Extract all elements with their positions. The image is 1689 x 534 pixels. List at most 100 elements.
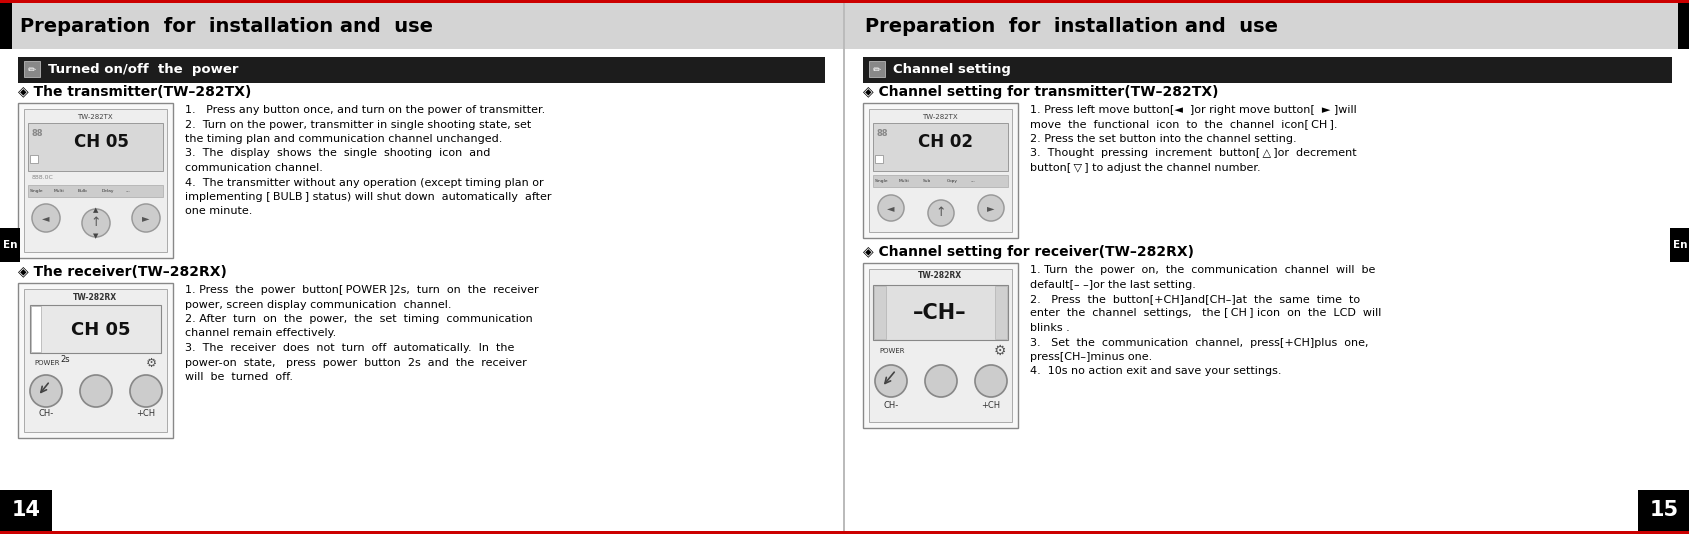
- Text: ►: ►: [986, 203, 995, 213]
- Circle shape: [927, 200, 953, 226]
- Text: ◈ Channel setting for transmitter(TW–282TX): ◈ Channel setting for transmitter(TW–282…: [863, 85, 1218, 99]
- Text: 4.  The transmitter without any operation (except timing plan or: 4. The transmitter without any operation…: [184, 177, 544, 187]
- Bar: [844, 3, 1689, 49]
- Text: CH 05: CH 05: [74, 133, 128, 151]
- Text: press[CH–]minus one.: press[CH–]minus one.: [1029, 352, 1152, 362]
- Bar: [868, 109, 1012, 232]
- Text: TW-282TX: TW-282TX: [78, 114, 113, 120]
- Bar: [30, 305, 160, 353]
- Bar: [19, 57, 824, 83]
- Text: +CH: +CH: [981, 402, 1000, 411]
- Bar: [1677, 3, 1689, 49]
- Text: TW-282RX: TW-282RX: [917, 271, 961, 280]
- Text: 3.  Thought  pressing  increment  button[ △ ]or  decrement: 3. Thought pressing increment button[ △ …: [1029, 148, 1356, 159]
- Bar: [1669, 228, 1689, 262]
- Text: 1. Press left move button[◄  ]or right move button[  ► ]will: 1. Press left move button[◄ ]or right mo…: [1029, 105, 1356, 115]
- Text: Multi: Multi: [54, 189, 64, 193]
- Text: ◈ Channel setting for receiver(TW–282RX): ◈ Channel setting for receiver(TW–282RX): [863, 245, 1194, 259]
- Circle shape: [875, 365, 907, 397]
- Text: POWER: POWER: [34, 360, 59, 366]
- Text: En: En: [3, 240, 17, 250]
- Text: channel remain effectively.: channel remain effectively.: [184, 328, 336, 339]
- Text: ◈ The receiver(TW–282RX): ◈ The receiver(TW–282RX): [19, 265, 226, 279]
- Bar: [863, 103, 1017, 238]
- Text: will  be  turned  off.: will be turned off.: [184, 372, 292, 382]
- Text: button[ ▽ ] to adjust the channel number.: button[ ▽ ] to adjust the channel number…: [1029, 163, 1260, 173]
- Text: Copy: Copy: [946, 179, 958, 183]
- Bar: [19, 283, 172, 438]
- Text: CH 05: CH 05: [71, 321, 130, 339]
- Bar: [19, 103, 172, 258]
- Text: ►: ►: [142, 213, 150, 223]
- Text: 4.  10s no action exit and save your settings.: 4. 10s no action exit and save your sett…: [1029, 366, 1280, 376]
- Text: 2. After  turn  on  the  power,  the  set  timing  communication: 2. After turn on the power, the set timi…: [184, 314, 532, 324]
- Bar: [868, 269, 1012, 422]
- Text: 3.  The  display  shows  the  single  shooting  icon  and: 3. The display shows the single shooting…: [184, 148, 490, 159]
- Text: 2s: 2s: [61, 355, 69, 364]
- Text: 2.   Press  the  button[+CH]and[CH–]at  the  same  time  to: 2. Press the button[+CH]and[CH–]at the s…: [1029, 294, 1360, 304]
- Bar: [875, 155, 882, 163]
- Text: 888.0C: 888.0C: [32, 175, 54, 180]
- Circle shape: [83, 209, 110, 237]
- Text: ---: ---: [127, 189, 130, 193]
- Text: 88: 88: [32, 129, 44, 138]
- Bar: [29, 185, 162, 197]
- Bar: [863, 263, 1017, 428]
- Bar: [30, 306, 41, 352]
- Text: +CH: +CH: [137, 409, 155, 418]
- Text: CH 02: CH 02: [917, 133, 973, 151]
- Bar: [29, 123, 162, 171]
- Bar: [873, 123, 1007, 171]
- Text: 88: 88: [877, 129, 888, 138]
- Text: 15: 15: [1648, 500, 1677, 520]
- Text: power-on  state,   press  power  button  2s  and  the  receiver: power-on state, press power button 2s an…: [184, 357, 527, 367]
- Text: ⚙: ⚙: [993, 344, 1005, 358]
- Bar: [24, 61, 41, 77]
- Bar: [0, 531, 1689, 534]
- Text: ↑: ↑: [91, 216, 101, 230]
- Text: Bulb: Bulb: [78, 189, 88, 193]
- Text: 1.   Press any button once, and turn on the power of transmitter.: 1. Press any button once, and turn on th…: [184, 105, 546, 115]
- Text: ✏: ✏: [29, 65, 35, 75]
- Bar: [0, 49, 843, 531]
- Text: the timing plan and communication channel unchanged.: the timing plan and communication channe…: [184, 134, 502, 144]
- Text: POWER: POWER: [878, 348, 904, 354]
- Bar: [868, 61, 885, 77]
- Bar: [0, 3, 12, 49]
- Text: Single: Single: [875, 179, 888, 183]
- Text: ✏: ✏: [873, 65, 880, 75]
- Circle shape: [978, 195, 1003, 221]
- Text: Delay: Delay: [101, 189, 115, 193]
- Text: one minute.: one minute.: [184, 207, 252, 216]
- Text: ▼: ▼: [93, 233, 98, 239]
- Text: ▲: ▲: [93, 207, 98, 213]
- Bar: [843, 0, 844, 534]
- Bar: [995, 286, 1007, 339]
- Text: ↑: ↑: [936, 207, 946, 219]
- Text: ⚙: ⚙: [145, 357, 157, 370]
- Text: –CH–: –CH–: [912, 303, 966, 323]
- Text: 3.   Set  the  communication  channel,  press[+CH]plus  one,: 3. Set the communication channel, press[…: [1029, 337, 1368, 348]
- Circle shape: [878, 195, 904, 221]
- Text: default[– –]or the last setting.: default[– –]or the last setting.: [1029, 279, 1196, 289]
- Circle shape: [924, 365, 956, 397]
- Text: power, screen display communication  channel.: power, screen display communication chan…: [184, 300, 451, 310]
- Text: Channel setting: Channel setting: [892, 64, 1010, 76]
- Text: 1. Press  the  power  button[ POWER ]2s,  turn  on  the  receiver: 1. Press the power button[ POWER ]2s, tu…: [184, 285, 539, 295]
- Text: Preparation  for  installation and  use: Preparation for installation and use: [20, 17, 432, 35]
- Bar: [1637, 490, 1689, 531]
- Circle shape: [79, 375, 111, 407]
- Text: 2.  Turn on the power, transmitter in single shooting state, set: 2. Turn on the power, transmitter in sin…: [184, 120, 530, 130]
- Text: enter  the  channel  settings,   the [ CH ] icon  on  the  LCD  will: enter the channel settings, the [ CH ] i…: [1029, 309, 1380, 318]
- Circle shape: [32, 204, 61, 232]
- Circle shape: [130, 375, 162, 407]
- Text: 3.  The  receiver  does  not  turn  off  automatically.  In  the: 3. The receiver does not turn off automa…: [184, 343, 513, 353]
- Bar: [0, 490, 52, 531]
- Text: implementing [ BULB ] status) will shut down  automatically  after: implementing [ BULB ] status) will shut …: [184, 192, 551, 202]
- Bar: [24, 289, 167, 432]
- Text: TW-282TX: TW-282TX: [922, 114, 958, 120]
- Bar: [873, 175, 1007, 187]
- Bar: [24, 109, 167, 252]
- Circle shape: [30, 375, 62, 407]
- Text: 14: 14: [12, 500, 41, 520]
